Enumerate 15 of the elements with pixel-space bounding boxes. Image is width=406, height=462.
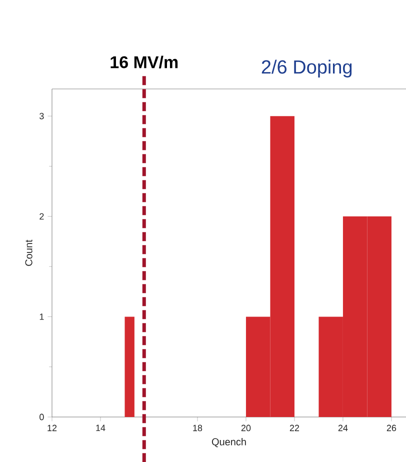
- x-axis-title: Quench: [212, 438, 246, 448]
- chart-title: 2/6 Doping: [262, 60, 352, 78]
- y-tick-label: 0: [40, 414, 44, 420]
- x-tick-label: 20: [241, 424, 251, 432]
- ref-line-label: 16 MV/m: [110, 56, 178, 68]
- y-tick-label: 3: [40, 112, 44, 120]
- x-tick-label: 26: [386, 424, 396, 432]
- y-axis-title: Count: [25, 240, 32, 266]
- x-tick-label: 24: [338, 424, 348, 432]
- x-tick-label: 18: [193, 424, 202, 432]
- y-tick-label: 2: [40, 213, 44, 220]
- x-tick-label: 22: [290, 424, 300, 432]
- x-tick-label: 12: [48, 424, 57, 432]
- y-tick-label: 1: [40, 314, 44, 320]
- x-tick-label: 14: [96, 424, 106, 431]
